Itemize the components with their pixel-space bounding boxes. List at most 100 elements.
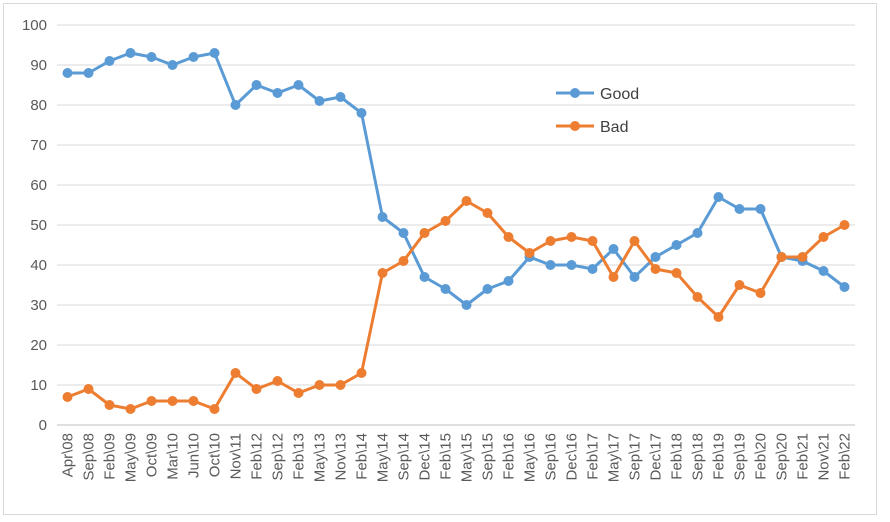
x-tick-label: Dec\17 — [648, 433, 665, 481]
x-tick-label: Oct\09 — [144, 433, 161, 477]
data-point-good — [125, 48, 136, 58]
data-point-good — [209, 48, 220, 58]
x-tick-label: Sep\18 — [690, 433, 707, 481]
data-point-good — [230, 100, 241, 110]
x-tick-label: Feb\15 — [438, 433, 455, 480]
data-point-bad — [461, 196, 472, 206]
data-point-bad — [209, 404, 220, 414]
data-point-good — [818, 266, 829, 276]
y-tick-label: 100 — [22, 17, 47, 34]
data-point-good — [461, 300, 472, 310]
y-tick-label: 20 — [30, 337, 47, 354]
data-point-bad — [167, 396, 178, 406]
x-tick-label: Sep\08 — [81, 433, 98, 481]
data-point-good — [545, 260, 556, 270]
x-tick-label: Sep\19 — [732, 433, 749, 481]
data-point-bad — [83, 384, 94, 394]
x-tick-label: Feb\20 — [753, 433, 770, 480]
x-tick-label: May\16 — [522, 433, 539, 482]
data-point-good — [83, 68, 94, 78]
y-tick-label: 0 — [39, 417, 47, 434]
data-point-good — [398, 228, 409, 238]
x-tick-label: Feb\12 — [249, 433, 266, 480]
x-tick-label: Nov\13 — [333, 433, 350, 481]
x-tick-label: Feb\18 — [669, 433, 686, 480]
data-point-good — [440, 284, 451, 294]
data-point-good — [608, 244, 619, 254]
data-point-bad — [776, 252, 787, 262]
x-tick-label: Sep\12 — [270, 433, 287, 481]
data-point-bad — [146, 396, 157, 406]
data-point-bad — [545, 236, 556, 246]
data-point-bad — [230, 368, 241, 378]
data-point-good — [356, 108, 367, 118]
legend-label: Bad — [600, 119, 628, 136]
data-point-good — [188, 52, 199, 62]
data-point-good — [587, 264, 598, 274]
data-point-bad — [251, 384, 262, 394]
data-point-good — [146, 52, 157, 62]
x-tick-label: Dec\14 — [417, 433, 434, 481]
y-tick-label: 70 — [30, 137, 47, 154]
series-good — [62, 48, 850, 310]
data-point-bad — [608, 272, 619, 282]
data-point-good — [503, 276, 514, 286]
data-point-bad — [818, 232, 829, 242]
series-line-good — [66, 51, 846, 307]
y-tick-label: 40 — [30, 257, 47, 274]
x-tick-label: Mar\10 — [165, 433, 182, 480]
data-point-bad — [272, 376, 283, 386]
data-point-good — [104, 56, 115, 66]
data-point-bad — [755, 288, 766, 298]
x-tick-label: Nov\11 — [228, 433, 245, 479]
legend-item-good: Good — [556, 86, 639, 103]
data-point-bad — [587, 236, 598, 246]
x-tick-label: Apr\08 — [60, 433, 77, 477]
data-point-bad — [650, 264, 661, 274]
data-point-good — [419, 272, 430, 282]
data-point-good — [314, 96, 325, 106]
data-point-good — [839, 282, 850, 292]
x-tick-label: Feb\13 — [291, 433, 308, 480]
data-point-good — [692, 228, 703, 238]
data-point-bad — [482, 208, 493, 218]
data-point-bad — [440, 216, 451, 226]
x-tick-label: Nov\21 — [816, 433, 833, 481]
x-tick-label: May\17 — [606, 433, 623, 482]
y-axis-ticks: 0 10 20 30 40 50 60 70 80 90 100 — [22, 17, 47, 434]
y-tick-label: 80 — [30, 97, 47, 114]
legend-marker — [570, 88, 580, 98]
data-point-good — [629, 272, 640, 282]
legend: Good Bad — [556, 86, 639, 136]
x-tick-label: Sep\17 — [627, 433, 644, 481]
data-point-bad — [293, 388, 304, 398]
x-tick-label: Feb\17 — [585, 433, 602, 480]
x-tick-label: Sep\20 — [774, 433, 791, 481]
chart-frame — [3, 3, 877, 515]
data-point-bad — [839, 220, 850, 230]
legend-item-bad: Bad — [556, 119, 628, 136]
y-tick-label: 10 — [30, 377, 47, 394]
data-point-bad — [503, 232, 514, 242]
data-point-bad — [356, 368, 367, 378]
x-tick-label: Sep\14 — [396, 433, 413, 481]
data-point-good — [293, 80, 304, 90]
data-point-bad — [419, 228, 430, 238]
x-tick-label: Feb\19 — [711, 433, 728, 480]
data-point-bad — [398, 256, 409, 266]
data-point-bad — [188, 396, 199, 406]
legend-label: Good — [600, 86, 639, 103]
legend-marker — [570, 121, 580, 131]
data-point-bad — [566, 232, 577, 242]
data-point-bad — [713, 312, 724, 322]
data-point-bad — [671, 268, 682, 278]
data-point-good — [755, 204, 766, 214]
data-point-bad — [524, 248, 535, 258]
x-tick-label: Jun\10 — [186, 433, 203, 478]
data-point-bad — [797, 252, 808, 262]
data-point-good — [566, 260, 577, 270]
y-tick-label: 90 — [30, 57, 47, 74]
data-point-bad — [62, 392, 73, 402]
data-point-good — [713, 192, 724, 202]
